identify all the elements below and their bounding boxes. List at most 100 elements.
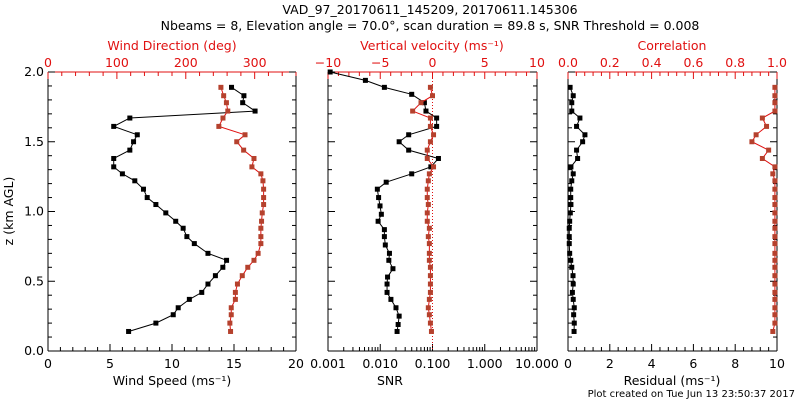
data-point-residual <box>569 264 575 270</box>
data-point-snr <box>384 289 390 295</box>
data-point-vertical-velocity <box>427 289 433 295</box>
top-x-tick-label: 200 <box>174 55 198 70</box>
data-point-snr <box>386 257 392 263</box>
data-point-snr <box>386 250 392 256</box>
panel-snr: Vertical velocity (ms⁻¹) SNR 0.001 0.010 0… <box>310 38 559 388</box>
data-point-wind-speed <box>127 147 133 153</box>
residual-axis-label: Residual (ms⁻¹) <box>624 373 721 388</box>
data-point-snr <box>375 218 381 224</box>
data-point-wind-speed <box>153 202 159 208</box>
top-x-tick-label: 0.0 <box>558 55 578 70</box>
data-point-snr <box>393 305 399 311</box>
data-point-snr <box>383 179 389 185</box>
data-point-wind-direction <box>234 139 240 145</box>
data-point-snr <box>434 123 440 129</box>
data-point-wind-speed <box>240 100 246 106</box>
data-point-wind-direction <box>258 171 264 177</box>
data-point-residual <box>577 115 583 121</box>
data-point-snr <box>396 139 402 145</box>
data-point-residual <box>567 210 573 216</box>
data-point-correlation <box>772 178 778 184</box>
data-point-vertical-velocity <box>425 202 431 208</box>
data-point-vertical-velocity <box>424 218 430 224</box>
data-point-snr <box>381 234 387 240</box>
data-point-snr <box>377 203 383 209</box>
data-point-vertical-velocity <box>410 108 416 114</box>
data-point-correlation <box>772 250 778 256</box>
data-point-wind-speed <box>163 210 169 216</box>
data-point-correlation <box>772 195 778 201</box>
data-point-vertical-velocity <box>426 296 432 302</box>
data-point-vertical-velocity <box>426 257 432 263</box>
data-point-wind-speed <box>180 225 186 231</box>
data-point-vertical-velocity <box>424 195 430 201</box>
data-point-snr <box>388 296 394 302</box>
data-point-wind-direction <box>258 241 264 247</box>
data-point-residual <box>570 296 576 302</box>
data-point-snr <box>374 186 380 192</box>
data-point-snr <box>382 242 388 248</box>
data-point-wind-speed <box>153 320 159 326</box>
data-point-wind-direction <box>221 93 227 99</box>
data-point-snr <box>378 211 384 217</box>
data-point-wind-speed <box>241 93 247 99</box>
vertical-velocity-axis-label: Vertical velocity (ms⁻¹) <box>360 38 504 53</box>
data-point-snr <box>423 108 429 114</box>
data-point-wind-speed <box>132 178 138 184</box>
data-point-wind-speed <box>186 296 192 302</box>
data-point-snr <box>385 274 391 280</box>
series-line-wind-direction <box>218 87 265 332</box>
data-point-wind-direction <box>255 250 261 256</box>
data-point-wind-direction <box>216 123 222 129</box>
data-point-vertical-velocity <box>426 241 432 247</box>
top-x-tick-label: 1.0 <box>767 55 787 70</box>
data-point-residual <box>567 250 573 256</box>
data-point-correlation <box>772 202 778 208</box>
x-tick-label: 0.010 <box>362 356 398 371</box>
data-point-residual <box>569 108 575 114</box>
title-line-1: VAD_97_20170611_145209, 20170611.145306 <box>282 2 577 17</box>
data-point-correlation <box>772 100 778 106</box>
data-point-correlation <box>759 115 765 121</box>
data-point-snr <box>362 77 368 83</box>
data-point-wind-direction <box>232 289 238 295</box>
data-point-correlation <box>772 264 778 270</box>
data-point-correlation <box>772 210 778 216</box>
data-point-snr <box>376 195 382 201</box>
x-tick-label: 4 <box>648 356 656 371</box>
x-tick-label: 10 <box>769 356 785 371</box>
data-point-correlation <box>772 164 778 170</box>
data-point-wind-speed <box>175 305 181 311</box>
wind-direction-axis-label: Wind Direction (deg) <box>107 38 236 53</box>
data-point-vertical-velocity <box>427 281 433 287</box>
data-point-wind-speed <box>191 241 197 247</box>
data-point-vertical-velocity <box>427 123 433 129</box>
data-point-vertical-velocity <box>424 210 430 216</box>
data-point-vertical-velocity <box>427 139 433 145</box>
data-point-residual <box>570 93 576 99</box>
data-point-residual <box>571 320 577 326</box>
data-point-wind-speed <box>205 281 211 287</box>
data-point-residual <box>580 139 586 145</box>
panel-wind: Wind Direction (deg) Wind Speed (ms⁻¹) z… <box>1 38 304 388</box>
data-point-wind-speed <box>111 123 117 129</box>
panel-residual: Correlation Residual (ms⁻¹) 0 2 4 6 8 10 0.0 0.… <box>558 38 787 388</box>
snr-axis-label: SNR <box>377 373 403 388</box>
data-point-correlation <box>772 320 778 326</box>
data-point-vertical-velocity <box>431 132 437 138</box>
data-point-snr <box>394 328 400 334</box>
data-point-wind-direction <box>242 132 248 138</box>
data-point-wind-direction <box>260 178 266 184</box>
y-tick-label: 2.0 <box>24 64 44 79</box>
y-tick-label: 0.5 <box>24 273 44 288</box>
data-point-wind-direction <box>220 115 226 121</box>
data-point-vertical-velocity <box>424 155 430 161</box>
top-x-tick-label: 0.8 <box>725 55 745 70</box>
data-point-vertical-velocity <box>425 305 431 311</box>
series-line-correlation <box>751 87 776 332</box>
data-point-wind-direction <box>258 234 264 240</box>
data-point-snr <box>406 132 412 138</box>
data-point-correlation <box>772 273 778 279</box>
data-point-wind-direction <box>259 210 265 216</box>
